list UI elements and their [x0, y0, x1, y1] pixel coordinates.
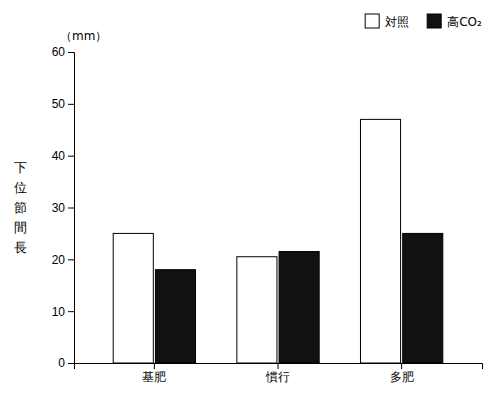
tick-label: 20 — [52, 253, 66, 267]
y-tick: 10 — [52, 305, 74, 319]
y-axis-title: 下位節間長 — [14, 159, 27, 254]
legend-item: 高CO₂ — [427, 14, 482, 29]
bar — [113, 233, 153, 363]
y-tick: 20 — [52, 253, 74, 267]
bar — [360, 119, 400, 363]
x-axis: 基肥 慣行 多肥 — [75, 363, 483, 384]
tick-label: 慣行 — [265, 370, 290, 384]
bar — [155, 270, 195, 363]
legend-swatch — [365, 14, 379, 28]
tick-label: 50 — [52, 97, 66, 111]
bars — [113, 119, 443, 363]
tick-mark — [68, 52, 74, 53]
bar — [403, 233, 443, 363]
chart: 基肥 慣行 多肥 0 10 20 30 40 50 60 下位節間長 （mm） 対照 高CO₂ — [0, 0, 498, 399]
legend-label: 高CO₂ — [447, 15, 482, 29]
bar — [237, 257, 277, 363]
annotation: （mm） — [60, 29, 107, 43]
bar — [279, 252, 319, 363]
tick-mark — [154, 363, 155, 369]
y-tick: 30 — [52, 201, 74, 215]
tick-label: 基肥 — [142, 370, 166, 384]
x-tick: 慣行 — [265, 363, 290, 384]
tick-mark — [278, 363, 279, 369]
bar-series — [155, 233, 442, 363]
y-tick: 60 — [52, 45, 74, 59]
axis-line — [68, 53, 75, 364]
legend-item: 対照 — [365, 14, 409, 29]
tick-mark — [401, 363, 402, 369]
legend-swatch — [427, 14, 441, 28]
tick-label: 10 — [52, 305, 66, 319]
tick-label: 40 — [52, 149, 66, 163]
axis-line — [75, 364, 483, 370]
y-tick: 0 — [58, 356, 74, 370]
legend-label: 対照 — [385, 15, 409, 29]
y-tick: 50 — [52, 97, 74, 111]
legend: 対照 高CO₂ — [365, 14, 482, 29]
tick-label: 0 — [58, 356, 65, 370]
tick-label: 多肥 — [390, 370, 414, 384]
x-tick: 多肥 — [390, 363, 414, 384]
tick-label: 60 — [52, 45, 66, 59]
plot: 基肥 慣行 多肥 0 10 20 30 40 50 60 — [52, 45, 483, 383]
y-axis: 0 10 20 30 40 50 60 — [52, 45, 75, 370]
tick-mark — [68, 363, 74, 364]
tick-mark — [68, 156, 74, 157]
x-tick: 基肥 — [142, 363, 166, 384]
tick-label: 30 — [52, 201, 66, 215]
tick-mark — [68, 259, 74, 260]
tick-mark — [68, 208, 74, 209]
bar-series — [113, 119, 400, 363]
y-tick: 40 — [52, 149, 74, 163]
tick-mark — [68, 104, 74, 105]
tick-mark — [68, 311, 74, 312]
